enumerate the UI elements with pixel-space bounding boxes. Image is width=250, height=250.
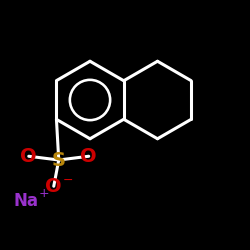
Text: O: O bbox=[20, 147, 37, 166]
Text: +: + bbox=[38, 187, 49, 200]
Text: O: O bbox=[46, 177, 62, 196]
Text: −: − bbox=[62, 174, 73, 186]
Text: O: O bbox=[80, 147, 97, 166]
Text: S: S bbox=[52, 150, 66, 170]
Text: Na: Na bbox=[14, 192, 39, 210]
